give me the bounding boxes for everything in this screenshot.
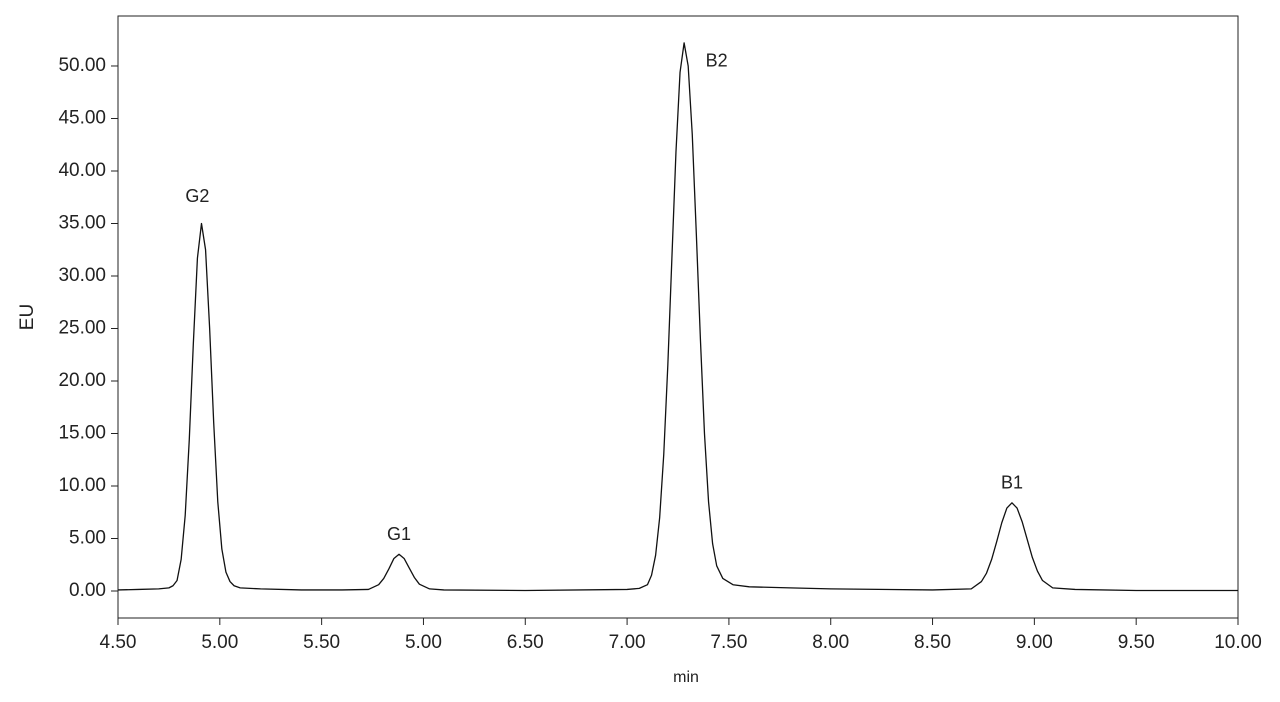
y-tick-label: 35.00 [58, 213, 106, 234]
peak-label: G1 [387, 524, 411, 544]
x-axis-label: min [673, 669, 699, 686]
y-tick-label: 5.00 [69, 528, 106, 549]
y-tick-label: 25.00 [58, 318, 106, 339]
x-tick-label: 9.50 [1118, 632, 1155, 653]
y-tick-label: 30.00 [58, 265, 106, 286]
y-tick-label: 15.00 [58, 423, 106, 444]
y-tick-label: 50.00 [58, 55, 106, 76]
x-tick-label: 5.00 [201, 632, 238, 653]
y-tick-label: 45.00 [58, 108, 106, 129]
y-tick-label: 0.00 [69, 580, 106, 601]
x-tick-label: 5.50 [303, 632, 340, 653]
peak-label: B1 [1001, 473, 1023, 493]
x-tick-label: 4.50 [100, 632, 137, 653]
x-tick-label: 7.50 [710, 632, 747, 653]
x-tick-label: 8.00 [812, 632, 849, 653]
x-tick-label: 7.00 [609, 632, 646, 653]
x-tick-label: 8.50 [914, 632, 951, 653]
x-tick-label: 10.00 [1214, 632, 1262, 653]
x-tick-label: 5.00 [405, 632, 442, 653]
y-axis-label: EU [17, 304, 38, 330]
peak-label: B2 [706, 51, 728, 71]
y-tick-label: 40.00 [58, 160, 106, 181]
x-tick-label: 6.50 [507, 632, 544, 653]
plot-frame [117, 15, 1239, 619]
y-tick-label: 20.00 [58, 370, 106, 391]
y-tick-label: 10.00 [58, 475, 106, 496]
x-tick-label: 9.00 [1016, 632, 1053, 653]
peak-label: G2 [185, 186, 209, 206]
trace [117, 42, 1238, 592]
